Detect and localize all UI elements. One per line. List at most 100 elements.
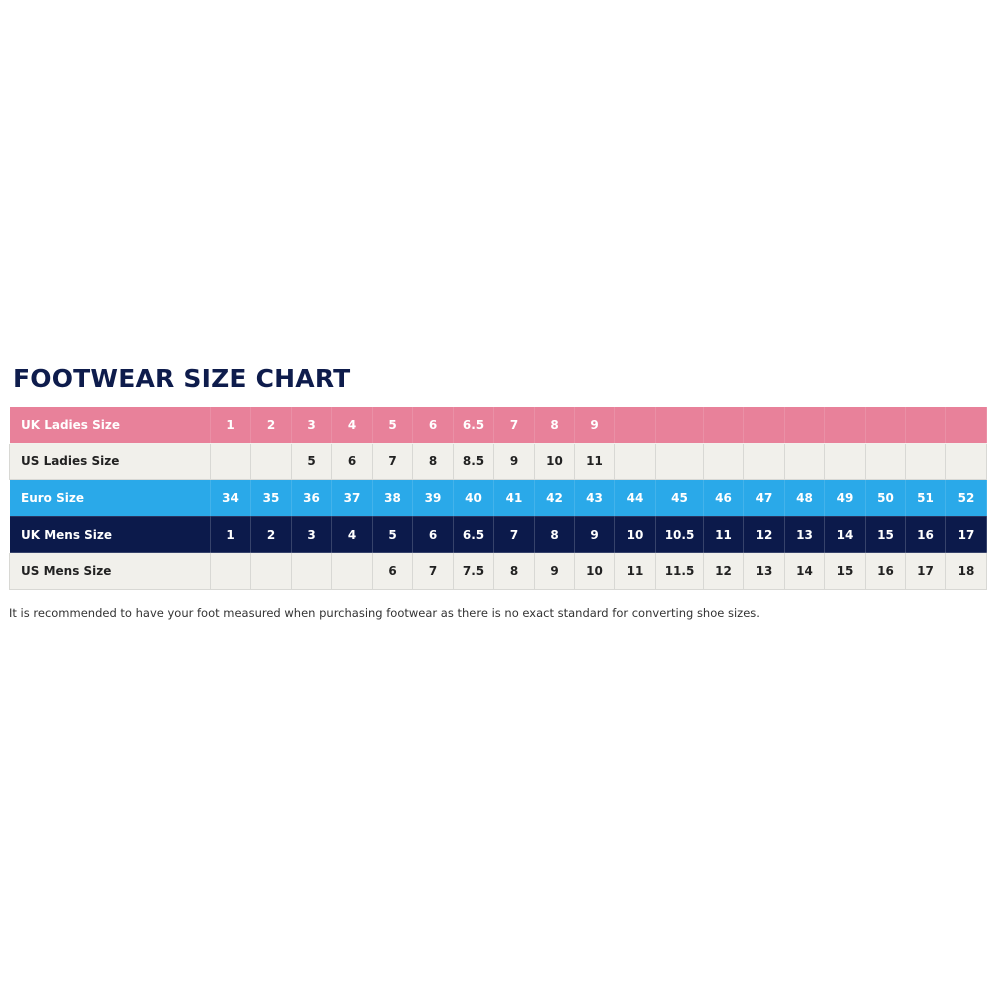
size-cell: 15 (824, 552, 866, 590)
page-title: FOOTWEAR SIZE CHART (13, 364, 351, 393)
size-cell (614, 406, 656, 444)
size-cell (614, 442, 656, 481)
size-cell: 8 (412, 442, 454, 481)
size-cell: 6 (412, 406, 454, 444)
size-cell (824, 442, 866, 481)
row-label: UK Ladies Size (9, 406, 211, 444)
size-cell (945, 442, 987, 481)
size-cell (210, 442, 251, 481)
size-cell: 7 (493, 515, 535, 554)
size-cell: 10 (614, 515, 656, 554)
size-cell: 4 (331, 406, 373, 444)
size-cell: 47 (743, 479, 785, 517)
size-cell (784, 442, 825, 481)
size-cell: 11.5 (655, 552, 704, 590)
size-cell: 1 (210, 406, 251, 444)
table-row-us-ladies-size: US Ladies Size 5 6 7 8 8.5 9 10 11 (9, 442, 987, 481)
size-cell: 36 (291, 479, 332, 517)
table-row-euro-size: Euro Size 34 35 36 37 38 39 40 41 42 43 44 45 46 47 48 4… (9, 479, 987, 517)
size-cell (655, 406, 704, 444)
size-cell: 51 (905, 479, 946, 517)
size-cell (703, 406, 744, 444)
size-cell: 35 (250, 479, 292, 517)
size-cell: 44 (614, 479, 656, 517)
size-cell: 7 (412, 552, 454, 590)
size-cell: 9 (574, 406, 615, 444)
size-cell: 13 (784, 515, 825, 554)
size-cell: 10.5 (655, 515, 704, 554)
size-cell: 9 (493, 442, 535, 481)
size-cell: 6.5 (453, 515, 494, 554)
size-chart-table: UK Ladies Size 1 2 3 4 5 6 6.5 7 8 9 US Ladies Size… (9, 406, 987, 590)
row-label: UK Mens Size (9, 515, 211, 554)
size-cell: 16 (905, 515, 946, 554)
size-cell: 4 (331, 515, 373, 554)
size-cell (250, 442, 292, 481)
size-cell: 46 (703, 479, 744, 517)
size-cell (865, 406, 906, 444)
size-cell (743, 406, 785, 444)
row-label: US Mens Size (9, 552, 211, 590)
size-cell: 10 (534, 442, 575, 481)
recommendation-note: It is recommended to have your foot meas… (9, 606, 760, 620)
size-cell: 9 (534, 552, 575, 590)
size-cell: 7.5 (453, 552, 494, 590)
row-label: US Ladies Size (9, 442, 211, 481)
size-cell: 38 (372, 479, 413, 517)
size-cell: 15 (865, 515, 906, 554)
size-cell (291, 552, 332, 590)
size-cell: 39 (412, 479, 454, 517)
size-cell: 50 (865, 479, 906, 517)
size-cell: 8 (493, 552, 535, 590)
size-cell: 2 (250, 406, 292, 444)
size-cell (824, 406, 866, 444)
size-cell: 16 (865, 552, 906, 590)
size-cell (945, 406, 987, 444)
size-cell: 12 (703, 552, 744, 590)
size-cell: 1 (210, 515, 251, 554)
size-cell (210, 552, 251, 590)
size-cell: 41 (493, 479, 535, 517)
size-cell (743, 442, 785, 481)
size-cell: 37 (331, 479, 373, 517)
size-cell: 52 (945, 479, 987, 517)
size-cell: 8 (534, 406, 575, 444)
size-cell: 8.5 (453, 442, 494, 481)
size-cell: 48 (784, 479, 825, 517)
size-cell: 3 (291, 515, 332, 554)
size-cell: 2 (250, 515, 292, 554)
size-cell: 5 (291, 442, 332, 481)
size-cell: 14 (784, 552, 825, 590)
size-cell: 12 (743, 515, 785, 554)
table-row-us-mens-size: US Mens Size 6 7 7.5 8 9 10 11 11.5 12 13 14 15 16 17 1… (9, 552, 987, 590)
size-cell: 11 (614, 552, 656, 590)
size-cell: 42 (534, 479, 575, 517)
row-label: Euro Size (9, 479, 211, 517)
size-cell: 7 (372, 442, 413, 481)
size-cell: 43 (574, 479, 615, 517)
size-cell: 45 (655, 479, 704, 517)
size-cell: 5 (372, 515, 413, 554)
size-cell: 10 (574, 552, 615, 590)
table-row-uk-mens-size: UK Mens Size 1 2 3 4 5 6 6.5 7 8 9 10 10.5 11 12 13 14 15… (9, 515, 987, 554)
size-cell: 9 (574, 515, 615, 554)
size-cell: 6 (331, 442, 373, 481)
size-cell: 40 (453, 479, 494, 517)
size-cell (250, 552, 292, 590)
size-cell (905, 442, 946, 481)
size-cell: 5 (372, 406, 413, 444)
size-cell (703, 442, 744, 481)
size-cell (865, 442, 906, 481)
size-cell: 11 (574, 442, 615, 481)
size-cell (655, 442, 704, 481)
size-cell: 6.5 (453, 406, 494, 444)
size-cell: 3 (291, 406, 332, 444)
size-cell: 14 (824, 515, 866, 554)
size-cell: 6 (412, 515, 454, 554)
size-cell: 8 (534, 515, 575, 554)
size-cell (905, 406, 946, 444)
size-cell: 34 (210, 479, 251, 517)
size-cell: 17 (905, 552, 946, 590)
size-cell (784, 406, 825, 444)
size-cell: 11 (703, 515, 744, 554)
